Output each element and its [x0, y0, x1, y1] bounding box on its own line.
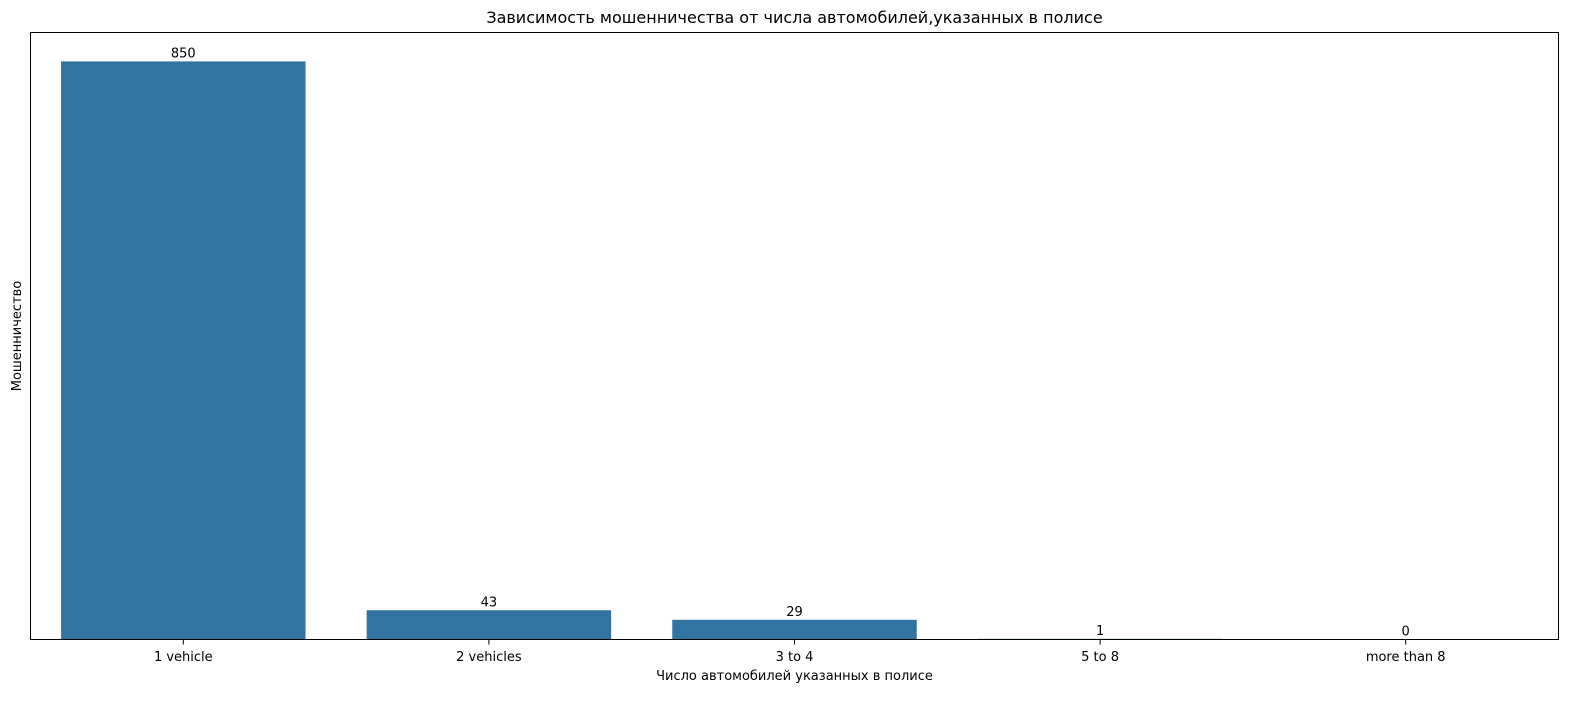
x-axis-label: Число автомобилей указанных в полисе: [656, 669, 933, 684]
x-tick-label-2: 2 vehicles: [456, 650, 522, 665]
data-label-5: 0: [1402, 625, 1410, 640]
bar-1: [61, 61, 306, 640]
chart-title: Зависимость мошенничества от числа автом…: [486, 8, 1102, 27]
x-tick-label-1: 1 vehicle: [154, 650, 213, 665]
bars-layer: [61, 61, 1223, 640]
data-label-3: 29: [786, 605, 803, 620]
bar-3: [672, 619, 917, 640]
x-tick-label-4: 5 to 8: [1081, 650, 1119, 665]
x-tick-label-3: 3 to 4: [776, 650, 814, 665]
bar-2: [366, 610, 612, 640]
data-labels-layer: 850 43 29 1 0: [171, 46, 1410, 639]
data-label-2: 43: [481, 595, 498, 610]
x-tick-label-5: more than 8: [1366, 650, 1446, 665]
x-ticks-layer: 1 vehicle 2 vehicles 3 to 4 5 to 8 more than…: [154, 639, 1446, 665]
data-label-4: 1: [1096, 624, 1104, 639]
data-label-1: 850: [171, 46, 196, 61]
y-axis-label: Мошенничество: [10, 281, 25, 392]
